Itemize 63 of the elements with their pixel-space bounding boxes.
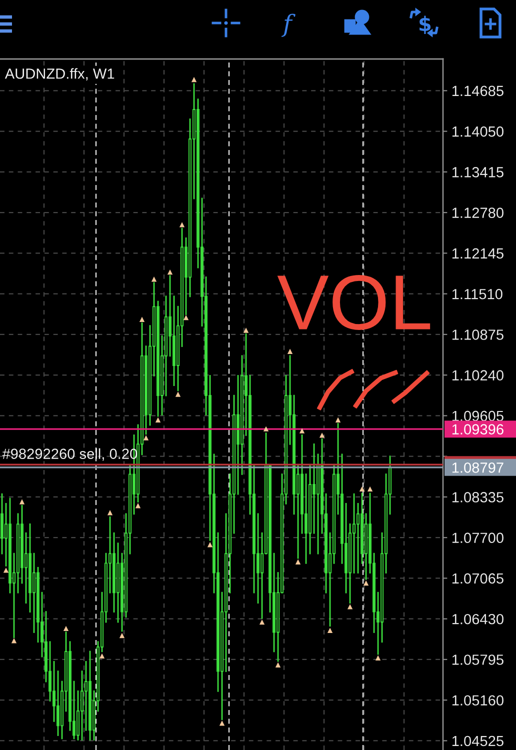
- point: [135, 502, 141, 508]
- y-tick-label: 1.14685: [452, 86, 504, 96]
- y-tick-label: 1.05160: [452, 695, 504, 706]
- text: AUDNZD.ffx, W1: [4, 68, 114, 81]
- point: [139, 316, 145, 322]
- y-tick-label: 1.07700: [452, 532, 504, 544]
- point: [263, 426, 269, 432]
- candlestick: [80, 670, 84, 740]
- point: [375, 655, 381, 660]
- candlestick: [304, 474, 308, 564]
- candlestick: [84, 661, 88, 731]
- point: [63, 626, 69, 632]
- point: [347, 604, 353, 610]
- y-tick-label: 1.12780: [452, 208, 504, 218]
- point: [155, 417, 161, 422]
- point: [295, 559, 301, 564]
- point: [19, 499, 25, 504]
- point: [327, 628, 333, 633]
- point: [219, 720, 225, 726]
- point: [151, 276, 157, 282]
- annotation: VOL: [277, 274, 430, 330]
- y-tick-label: 1.08335: [452, 492, 504, 502]
- y-tick-label: 1.07065: [452, 573, 504, 584]
- point: [11, 638, 17, 644]
- point: [367, 486, 373, 492]
- point: [167, 269, 173, 275]
- point: [3, 568, 9, 573]
- y-tick-label: 1.10875: [452, 330, 504, 340]
- candlestick: [352, 493, 356, 574]
- point: [299, 428, 305, 434]
- candlestick: [52, 661, 56, 722]
- point: [363, 580, 369, 586]
- point: [143, 435, 149, 440]
- y-tick-label: 1.10240: [452, 370, 504, 380]
- y-tick-label: 1.13415: [452, 167, 504, 178]
- point: [179, 222, 185, 228]
- point: [175, 392, 181, 397]
- y-tick-label: 1.12145: [452, 248, 504, 259]
- point: [207, 542, 213, 548]
- point: [275, 662, 281, 668]
- candlestick: [32, 552, 36, 633]
- point: [335, 417, 341, 422]
- point: [287, 348, 293, 354]
- ref-line-label: 1.09396: [452, 424, 504, 434]
- point: [119, 632, 125, 638]
- y-tick-label: 1.05795: [452, 654, 504, 665]
- y-tick-label: 1.14050: [452, 126, 504, 137]
- y-tick-label: 1.09605: [452, 410, 504, 422]
- y-tick-label: 1.04525: [452, 736, 504, 746]
- point: [259, 619, 265, 625]
- y-tick-label: 1.11510: [452, 288, 502, 300]
- point: [319, 432, 325, 438]
- point: [191, 76, 197, 82]
- y-tick-label: 1.06430: [452, 614, 504, 624]
- point: [243, 328, 249, 333]
- point: [107, 510, 113, 516]
- ref-line-label: 1.08797: [452, 462, 504, 473]
- point: [183, 314, 189, 320]
- candlestick: [312, 443, 316, 534]
- point: [99, 653, 105, 659]
- point: [359, 486, 365, 492]
- candlestick: [356, 502, 360, 574]
- candlestick: [56, 670, 60, 736]
